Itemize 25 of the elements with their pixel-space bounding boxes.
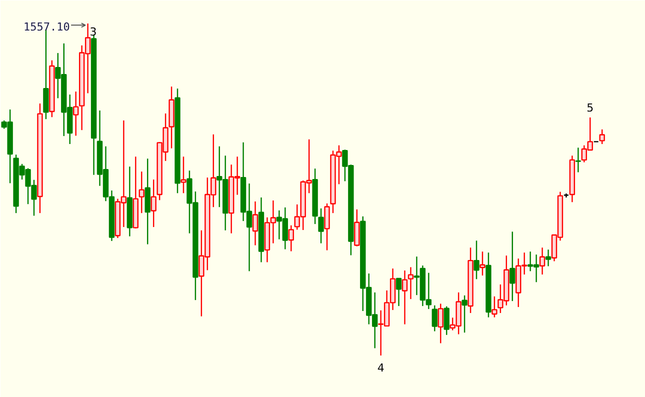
candlestick: [438, 303, 444, 344]
candlestick: [474, 240, 480, 280]
candlestick: [480, 250, 486, 276]
annotation: 4: [377, 362, 384, 374]
candlestick: [324, 202, 330, 251]
candlestick: [150, 178, 156, 228]
candlestick: [354, 208, 360, 247]
candlestick: [444, 306, 450, 336]
candlestick: [575, 147, 582, 173]
candlestick: [510, 231, 516, 302]
candlestick: [539, 247, 546, 276]
candlestick: [492, 296, 498, 318]
annotation: 1557.10: [24, 20, 70, 34]
candlestick: [462, 294, 468, 334]
candlestick: [288, 224, 294, 252]
candlestick: [318, 208, 324, 244]
candlestick: [180, 156, 186, 194]
candlestick: [138, 170, 144, 214]
candlestick: [432, 304, 438, 332]
candlestick: [545, 248, 552, 267]
annotation: 3: [90, 26, 97, 38]
candlestick: [599, 128, 605, 145]
candlestick: [396, 278, 402, 307]
candlestick: [252, 200, 258, 246]
annotation: 5: [586, 101, 594, 114]
